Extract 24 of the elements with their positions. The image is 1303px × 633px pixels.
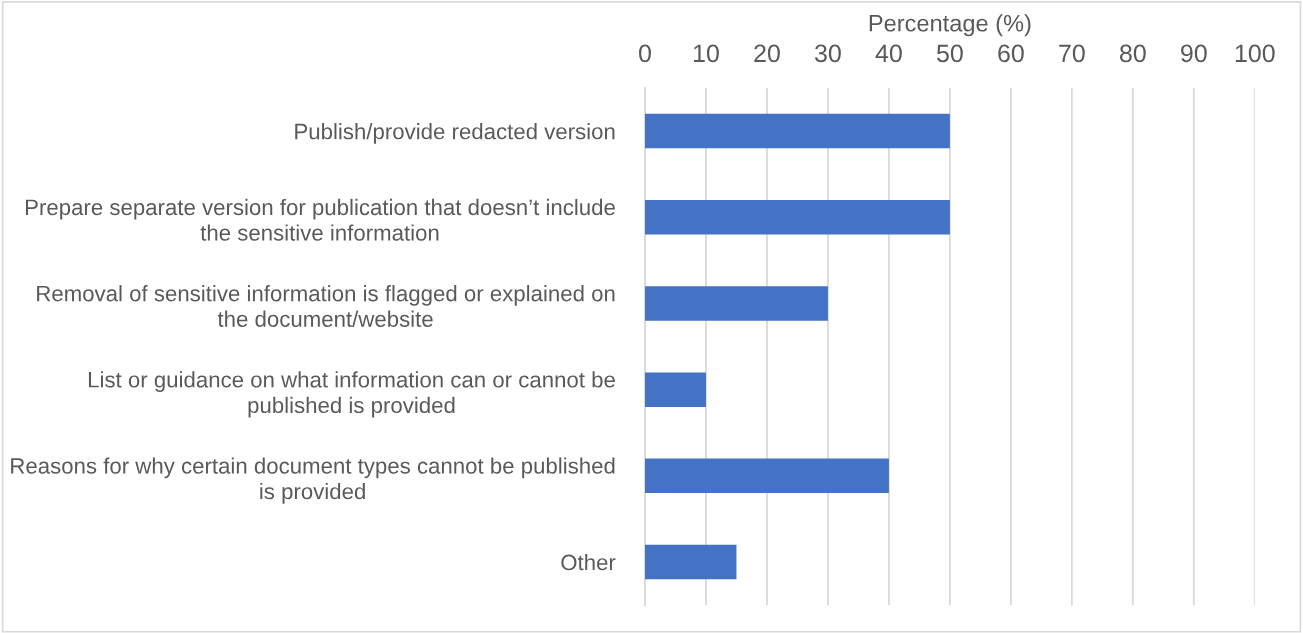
x-tick-label: 20 <box>754 44 780 63</box>
x-tick-label: 70 <box>1059 44 1085 63</box>
x-tick-label: 80 <box>1120 44 1146 63</box>
y-tick-label: Removal of sensitive information is flagged or explained on the document/website <box>37 285 615 327</box>
bar <box>644 458 889 494</box>
x-tick-label: 30 <box>814 44 841 63</box>
x-tick-label: 60 <box>998 44 1024 63</box>
x-tick-label: 50 <box>936 44 963 63</box>
bar <box>644 286 828 321</box>
x-tick-label: 100 <box>1235 44 1275 63</box>
bar <box>644 372 706 407</box>
bar <box>644 200 950 235</box>
x-tick-label: 10 <box>693 44 719 63</box>
bar <box>644 113 950 149</box>
y-tick-label: Prepare separate version for publication that doesn’t include the sensitive information <box>25 198 615 241</box>
bar <box>644 544 737 580</box>
x-axis-title: Percentage (%) <box>869 14 1031 37</box>
y-tick-label: List or guidance on what information can or cannot be published is provided <box>88 371 615 418</box>
y-tick-label: Publish/provide redacted version <box>295 123 615 144</box>
y-tick-label: Reasons for why certain document types cannot be published is provided <box>11 457 615 504</box>
x-tick-label: 0 <box>639 44 651 63</box>
x-tick-label: 40 <box>875 44 902 63</box>
y-tick-label: Other <box>561 554 616 571</box>
x-tick-label: 90 <box>1181 44 1207 63</box>
